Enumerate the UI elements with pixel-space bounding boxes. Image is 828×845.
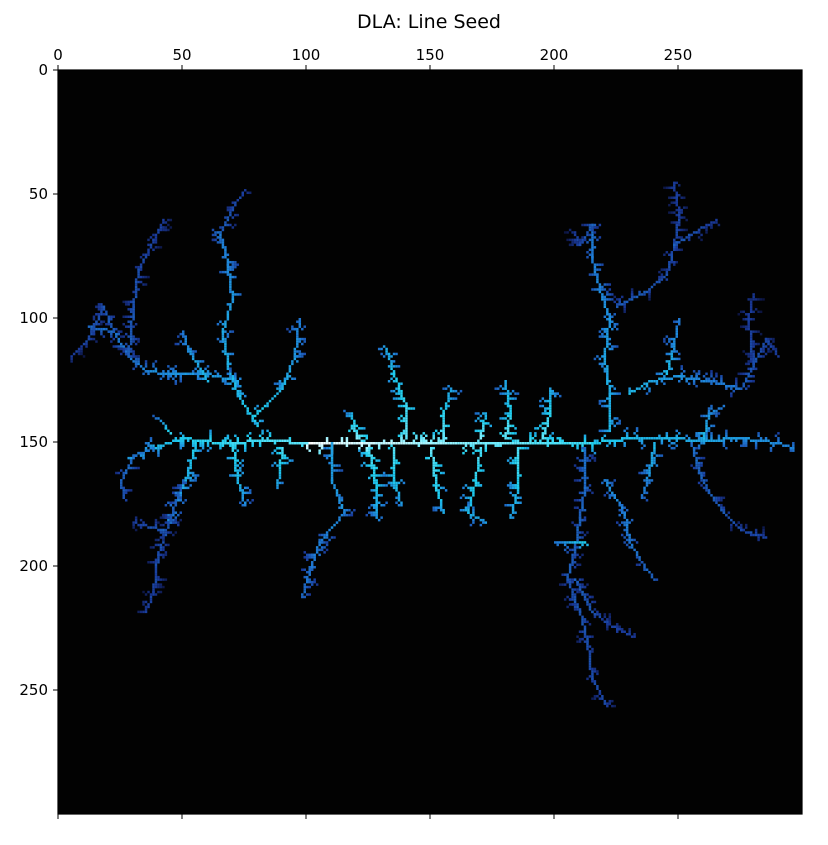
y-tick-label-50: 50 [29,185,48,203]
y-tick-label-200: 200 [19,557,48,575]
branch-right-lower-4 [573,578,636,638]
branch-right-upper [581,223,621,433]
branch-center-low-1 [301,442,356,599]
branch-right-lower [558,446,616,708]
branch-left-lower-5 [271,446,294,490]
branch-right-lower-3 [601,479,659,581]
branch-right-upper-2 [613,181,688,314]
branch-left-mid-branch [251,318,306,425]
x-tick-label-150: 150 [416,46,445,64]
branch-right-upper-3 [673,218,721,249]
y-tick-label-100: 100 [19,309,48,327]
branch-left-lower-2 [137,479,187,614]
branch-right-lower-2 [554,541,589,554]
x-tick-label-100: 100 [292,46,321,64]
branch-center-up-2 [432,384,463,440]
y-tick-label-150: 150 [19,433,48,451]
branch-center-up-5 [534,387,562,442]
branch-left-lower-3 [132,516,165,542]
y-axis: 0 50 100 150 200 250 [19,61,58,699]
branch-left-mid-branch-2 [174,330,210,383]
x-tick-label-250: 250 [664,46,693,64]
x-tick-label-50: 50 [172,46,191,64]
branch-left-lower-4 [226,442,254,507]
branch-right-far-right-2 [737,293,765,366]
branch-left-far-upper [117,218,173,358]
branch-left-far-left-2 [152,414,173,435]
plot-area [57,69,803,815]
branch-right-upper-tip [563,223,599,247]
branch-center-low-4 [425,446,448,514]
branch-center-up-3 [474,412,492,440]
branch-center-low-6 [504,446,530,519]
branch-left-upper-tip [219,189,252,234]
branch-center-low-2 [358,446,388,522]
y-tick-label-250: 250 [19,681,48,699]
branch-right-upper-4 [628,365,743,398]
branch-center-low-5 [459,446,488,527]
branch-right-lower-5 [690,442,768,542]
chart-title: DLA: Line Seed [357,11,501,33]
x-tick-label-0: 0 [53,46,63,64]
y-tick-label-0: 0 [38,61,48,79]
branch-left-upper [211,228,264,428]
x-tick-label-200: 200 [540,46,569,64]
branch-center-up-1 [377,345,416,440]
branch-right-upper-6 [695,404,726,440]
branch-right-lower-6 [638,442,664,502]
branch-right-upper-5 [655,318,681,376]
branch-center-low-3 [382,444,406,507]
branch-center-up-6 [343,409,368,442]
branch-center-up-4 [494,380,520,442]
branch-left-far-left [115,446,155,502]
branch-left-far-upper-2 [70,303,123,363]
x-axis: 0 50 100 150 200 250 [53,46,692,819]
